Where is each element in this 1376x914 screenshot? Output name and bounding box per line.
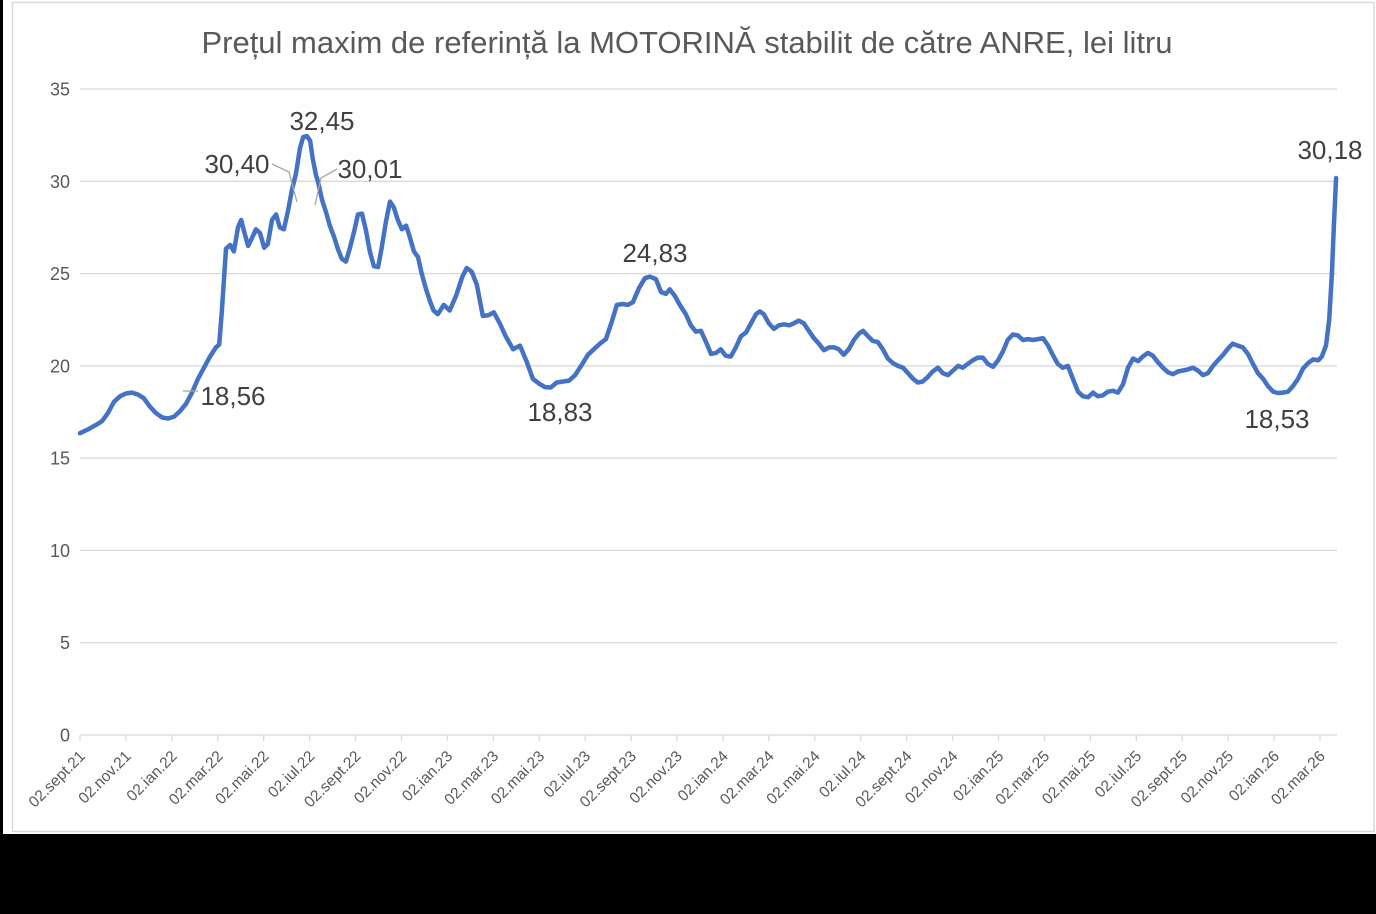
y-axis-label: 10: [50, 541, 70, 561]
data-label: 18,83: [527, 397, 592, 427]
data-label: 30,01: [337, 154, 402, 184]
chart-title: Prețul maxim de referință la MOTORINĂ st…: [201, 25, 1172, 60]
bottom-black-bar: [0, 834, 1376, 914]
y-axis-labels: 0 5 10 15 20 25 30 35: [50, 80, 70, 746]
y-axis-label: 0: [60, 726, 70, 746]
data-label: 18,53: [1244, 404, 1309, 434]
data-label: 24,83: [622, 238, 687, 268]
data-label: 18,56: [200, 381, 265, 411]
gridlines: [80, 88, 1337, 736]
chart-panel: [3, 0, 1376, 834]
price-line-series: [77, 133, 1339, 436]
y-axis-label: 30: [50, 172, 70, 192]
y-axis-label: 20: [50, 356, 70, 376]
y-axis-label: 5: [60, 633, 70, 653]
left-black-strip: [0, 0, 3, 834]
chart-frame-border: [11, 1, 1375, 833]
y-axis-label: 15: [50, 449, 70, 469]
data-label: 32,45: [289, 106, 354, 136]
x-axis-tick-marks: [79, 735, 1321, 741]
data-label: 30,40: [204, 149, 269, 179]
y-axis-label: 35: [50, 80, 70, 100]
data-label-annotations: 32,45 30,40 30,01 18,56 18,83 24,83 18,53 30,18: [183, 106, 1363, 434]
annotation-leader-line: [314, 168, 338, 206]
price-line: [77, 133, 1339, 436]
data-label: 30,18: [1297, 135, 1362, 165]
y-axis-label: 25: [50, 264, 70, 284]
annotation-leader-line: [271, 163, 298, 203]
